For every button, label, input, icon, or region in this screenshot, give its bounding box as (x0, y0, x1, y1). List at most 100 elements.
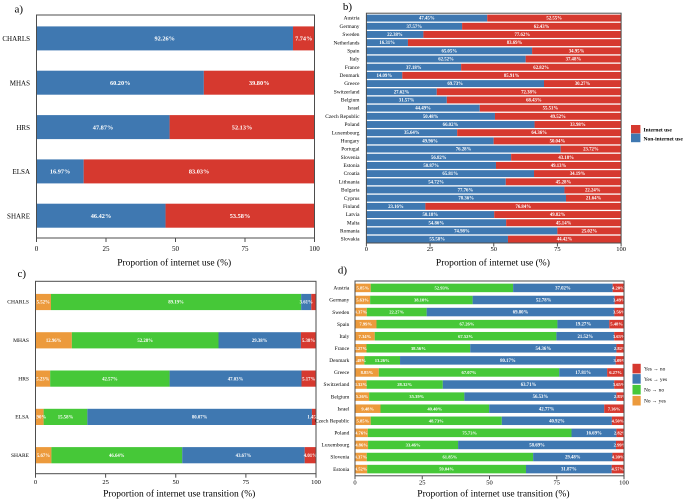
svg-text:Slovenia: Slovenia (330, 455, 349, 461)
svg-text:Switzerland: Switzerland (324, 382, 350, 388)
svg-text:33.46%: 33.46% (406, 442, 421, 447)
svg-text:30.27%: 30.27% (575, 82, 591, 87)
svg-text:Belgium: Belgium (331, 394, 350, 400)
svg-text:a): a) (14, 4, 23, 16)
svg-text:d): d) (338, 265, 348, 277)
svg-text:54.86%: 54.86% (428, 221, 444, 226)
svg-text:16.97%: 16.97% (50, 169, 70, 176)
svg-text:59.04%: 59.04% (439, 467, 454, 472)
svg-text:7.34%: 7.34% (359, 334, 372, 339)
svg-text:SHARE: SHARE (7, 213, 30, 221)
svg-text:Greece: Greece (334, 370, 350, 376)
svg-text:50.87%: 50.87% (423, 164, 439, 169)
svg-text:52.78%: 52.78% (536, 299, 552, 304)
svg-text:31.57%: 31.57% (399, 99, 415, 104)
svg-text:13.26%: 13.26% (375, 358, 390, 363)
svg-text:ELSA: ELSA (15, 415, 29, 421)
svg-text:4.30%: 4.30% (612, 455, 625, 460)
svg-text:8.85%: 8.85% (361, 370, 374, 375)
svg-text:46.42%: 46.42% (91, 213, 111, 220)
svg-text:5.23%: 5.23% (36, 377, 49, 382)
svg-text:HRS: HRS (16, 124, 30, 132)
svg-text:47.87%: 47.87% (93, 124, 113, 131)
svg-text:63.71%: 63.71% (521, 383, 537, 388)
svg-text:72.38%: 72.38% (521, 90, 537, 95)
svg-text:50.48%: 50.48% (423, 115, 439, 120)
svg-text:4.01%: 4.01% (304, 454, 317, 459)
svg-text:44.42%: 44.42% (557, 238, 573, 243)
svg-text:4.20%: 4.20% (612, 285, 625, 290)
svg-text:80.07%: 80.07% (192, 416, 208, 421)
svg-text:56.82%: 56.82% (431, 156, 447, 161)
svg-text:28.32%: 28.32% (397, 382, 412, 387)
svg-text:52.28%: 52.28% (137, 339, 153, 344)
svg-text:3.48%: 3.48% (353, 358, 366, 363)
svg-text:16.69%: 16.69% (586, 431, 602, 436)
svg-text:52.55%: 52.55% (546, 17, 562, 22)
svg-text:17.81%: 17.81% (575, 371, 591, 376)
svg-text:25.02%: 25.02% (581, 229, 597, 234)
svg-text:Austria: Austria (344, 16, 360, 22)
svg-text:Austria: Austria (333, 286, 349, 292)
svg-text:25: 25 (427, 246, 434, 253)
svg-text:37.48%: 37.48% (566, 58, 582, 63)
svg-text:7.99%: 7.99% (359, 322, 372, 327)
svg-text:No → yes: No → yes (644, 399, 666, 405)
svg-text:9.48%: 9.48% (361, 406, 374, 411)
svg-text:Sweden: Sweden (342, 32, 359, 38)
svg-text:100: 100 (311, 479, 321, 486)
svg-text:5.63%: 5.63% (356, 298, 369, 303)
svg-text:Sweden: Sweden (332, 310, 349, 316)
svg-text:France: France (345, 65, 360, 71)
svg-text:Greece: Greece (344, 81, 360, 87)
svg-text:100: 100 (309, 245, 320, 253)
svg-text:Slovakia: Slovakia (341, 237, 360, 243)
svg-text:14.09%: 14.09% (377, 74, 393, 79)
svg-text:69.80%: 69.80% (513, 311, 529, 316)
svg-text:50.18%: 50.18% (423, 213, 439, 218)
svg-text:Internet use: Internet use (644, 128, 673, 134)
svg-text:38.10%: 38.10% (414, 298, 429, 303)
svg-text:Portugal: Portugal (341, 147, 360, 153)
svg-text:76.28%: 76.28% (456, 148, 472, 153)
svg-text:Poland: Poland (334, 431, 349, 437)
svg-text:29.48%: 29.48% (565, 456, 581, 461)
svg-text:2.90%: 2.90% (33, 416, 46, 421)
svg-text:3.49%: 3.49% (613, 298, 626, 303)
svg-text:Romania: Romania (340, 229, 360, 235)
svg-text:75.73%: 75.73% (462, 430, 477, 435)
svg-text:Germany: Germany (329, 298, 349, 304)
svg-text:75: 75 (554, 246, 561, 253)
svg-text:Proportion of internet use (%): Proportion of internet use (%) (436, 258, 550, 269)
svg-text:Israel: Israel (348, 106, 360, 112)
svg-text:Hungary: Hungary (341, 138, 360, 144)
svg-text:4.32%: 4.32% (354, 382, 367, 387)
svg-text:7.36%: 7.36% (608, 406, 621, 411)
svg-text:100: 100 (616, 246, 626, 253)
svg-text:89.19%: 89.19% (168, 301, 184, 306)
svg-text:Belgium: Belgium (341, 98, 360, 104)
svg-text:Netherlands: Netherlands (333, 40, 359, 46)
svg-text:5.85%: 5.85% (357, 418, 370, 423)
svg-text:Bulgaria: Bulgaria (341, 188, 360, 194)
svg-text:ELSA: ELSA (13, 168, 31, 176)
svg-text:3.61%: 3.61% (300, 301, 313, 306)
svg-text:MHAS: MHAS (10, 80, 30, 88)
svg-text:Germany: Germany (339, 24, 359, 30)
svg-text:49.52%: 49.52% (550, 115, 566, 120)
svg-text:5.26%: 5.26% (356, 394, 369, 399)
svg-text:50: 50 (172, 245, 180, 253)
svg-text:Cyprus: Cyprus (344, 196, 360, 202)
svg-text:83.69%: 83.69% (507, 41, 523, 46)
svg-text:22.38%: 22.38% (387, 33, 403, 38)
svg-text:35.64%: 35.64% (404, 131, 420, 136)
svg-text:37.18%: 37.18% (406, 66, 422, 71)
svg-text:62.43%: 62.43% (534, 25, 550, 30)
svg-text:Lithuania: Lithuania (339, 179, 360, 185)
svg-text:49.96%: 49.96% (422, 139, 438, 144)
svg-text:19.27%: 19.27% (576, 323, 592, 328)
svg-text:Switzerland: Switzerland (334, 89, 360, 95)
svg-text:53.58%: 53.58% (230, 213, 250, 220)
svg-text:75: 75 (242, 245, 250, 253)
svg-text:34.95%: 34.95% (569, 49, 585, 54)
